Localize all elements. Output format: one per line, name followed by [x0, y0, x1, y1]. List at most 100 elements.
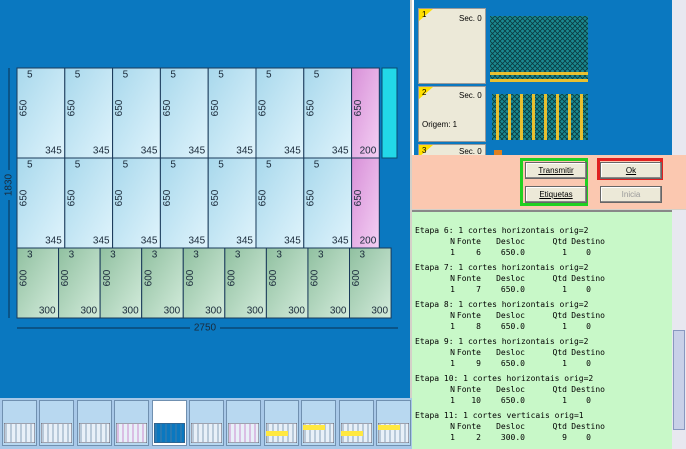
thumbnail[interactable] — [151, 400, 187, 446]
piece-height: 650 — [19, 189, 30, 206]
thumbnail[interactable] — [263, 400, 299, 446]
thumbnail[interactable] — [301, 400, 337, 446]
piece-width: 345 — [332, 146, 349, 157]
layer-label: 3 Sec. 0 — [418, 144, 486, 155]
step-row: 1 9 650.0 1 0 — [415, 358, 672, 369]
layer-section: Sec. 0 — [459, 14, 482, 23]
cell: 1 — [562, 285, 567, 294]
thumbnail[interactable] — [338, 400, 374, 446]
piece-quantity: 3 — [276, 250, 282, 261]
piece-height: 650 — [162, 189, 173, 206]
start-button[interactable]: Inicia — [600, 186, 662, 203]
ok-button[interactable]: Ok — [600, 162, 662, 179]
piece-height: 600 — [351, 269, 362, 286]
thumbnail[interactable] — [2, 400, 37, 446]
cell: 650.0 — [500, 396, 525, 405]
piece-quantity: 5 — [123, 70, 129, 81]
piece-height: 600 — [185, 269, 196, 286]
waste-strip — [381, 67, 398, 159]
column-header: N Fonte Desloc Qtd Destino — [415, 384, 672, 395]
piece — [58, 247, 101, 319]
piece-width: 345 — [284, 236, 301, 247]
piece-height: 650 — [305, 189, 316, 206]
layer-item[interactable]: 1 Sec. 0 — [418, 8, 668, 84]
transmit-button[interactable]: Transmitir — [525, 162, 587, 179]
piece-height: 600 — [310, 269, 321, 286]
cell: 650.0 — [500, 359, 525, 368]
scroll-thumb[interactable] — [673, 330, 685, 430]
step-title: Etapa 9: 1 cortes horizontais orig=2 — [415, 337, 589, 346]
column-name: N — [450, 237, 455, 246]
piece-quantity: 3 — [27, 250, 33, 261]
thumbnail[interactable] — [376, 400, 411, 446]
piece — [64, 67, 114, 159]
log-step: Etapa 11: 1 cortes verticais orig=1 N Font… — [415, 410, 672, 447]
layer-number: 3 — [422, 146, 427, 155]
layer-origin: Origem: 1 — [422, 120, 458, 129]
cell: 1 — [450, 322, 455, 331]
piece — [64, 157, 114, 249]
thumbnail[interactable] — [226, 400, 262, 446]
piece-quantity: 3 — [152, 250, 158, 261]
column-name: N — [450, 385, 455, 394]
scrollbar[interactable] — [672, 210, 686, 449]
column-header: N Fonte Desloc Qtd Destino — [415, 421, 672, 432]
piece-height: 650 — [66, 99, 77, 116]
piece-quantity: 5 — [266, 70, 272, 81]
piece-quantity: 5 — [314, 160, 320, 171]
piece-height: 650 — [210, 99, 221, 116]
step-row: 1 7 650.0 1 0 — [415, 284, 672, 295]
thumbnail[interactable] — [39, 400, 75, 446]
thumbnail[interactable] — [114, 400, 150, 446]
column-name: Destino — [571, 237, 605, 246]
layer-item[interactable]: 3 Sec. 0 — [418, 144, 668, 155]
cell: 8 — [476, 322, 481, 331]
piece-quantity: 5 — [170, 160, 176, 171]
piece-height: 650 — [162, 99, 173, 116]
cell: 1 — [450, 359, 455, 368]
column-name: Qtd — [552, 385, 567, 394]
log-step: Etapa 6: 1 cortes horizontais orig=2 N Fon… — [415, 225, 672, 262]
scrollbar[interactable] — [672, 0, 686, 155]
layer-item[interactable]: 2 Sec. 0 Origem: 1 — [418, 86, 668, 142]
corner — [419, 87, 433, 99]
piece — [351, 67, 380, 159]
thumbnail[interactable] — [76, 400, 112, 446]
column-name: Fonte — [456, 311, 481, 320]
cell: 2 — [476, 433, 481, 442]
piece — [207, 67, 257, 159]
layer-number: 1 — [422, 10, 427, 19]
column-name: N — [450, 311, 455, 320]
height-dimension: 1830 — [4, 173, 15, 196]
piece-quantity: 3 — [235, 250, 241, 261]
cell: 0 — [586, 359, 591, 368]
labels-button[interactable]: Etiquetas — [525, 186, 587, 203]
cell: 300.0 — [500, 433, 525, 442]
column-header: N Fonte Desloc Qtd Destino — [415, 310, 672, 321]
log-panel: Etapa 6: 1 cortes horizontais orig=2 N Fon… — [412, 210, 672, 449]
piece-quantity: 3 — [110, 250, 116, 261]
thumbnail-strip — [0, 398, 412, 449]
piece-quantity: 5 — [75, 160, 81, 171]
column-name: Fonte — [456, 274, 481, 283]
cell: 0 — [586, 248, 591, 257]
thumbnail-preview — [378, 423, 409, 443]
step-title: Etapa 8: 1 cortes horizontais orig=2 — [415, 300, 589, 309]
column-name: Desloc — [496, 348, 525, 357]
cell: 650.0 — [500, 322, 525, 331]
piece-height: 650 — [114, 99, 125, 116]
cutting-diagram: 1830 2750 5 650 345 5 650 345 5 650 345 5 650 345 5 6… — [0, 0, 410, 398]
piece-height: 650 — [305, 99, 316, 116]
column-name: Qtd — [552, 274, 567, 283]
cell: 10 — [471, 396, 481, 405]
thumb-strip — [265, 431, 288, 436]
column-name: Destino — [571, 422, 605, 431]
piece-width: 300 — [80, 306, 97, 317]
piece — [207, 157, 257, 249]
column-name: Desloc — [496, 385, 525, 394]
column-name: Fonte — [456, 422, 481, 431]
thumbnail-preview — [4, 423, 35, 443]
piece-height: 600 — [102, 269, 113, 286]
thumb-sheet — [116, 423, 148, 443]
thumbnail[interactable] — [189, 400, 224, 446]
